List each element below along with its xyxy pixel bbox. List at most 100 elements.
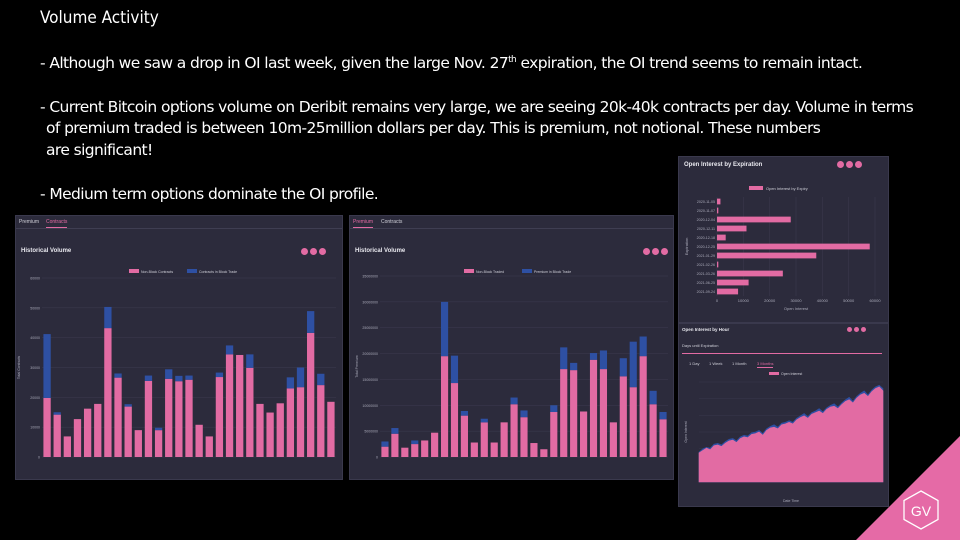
bar-series-0 xyxy=(500,422,508,457)
bar-series-0 xyxy=(599,369,608,457)
bar-series-1 xyxy=(411,440,419,445)
bar-series-0 xyxy=(225,354,234,457)
bar xyxy=(717,288,739,295)
bar-series-1 xyxy=(520,410,528,418)
range-1-day[interactable]: 1 Day xyxy=(689,361,700,366)
bar-series-0 xyxy=(401,447,409,457)
download-icon[interactable] xyxy=(319,248,326,255)
legend-label: Contracts in Block Trade xyxy=(199,270,237,274)
range-1-month[interactable]: 1 Month xyxy=(732,361,747,366)
x-axis-label: Open Interest xyxy=(784,306,809,311)
bar-series-0 xyxy=(104,328,112,457)
y-tick-label: 20000 xyxy=(30,396,40,400)
tab-premium[interactable]: Premium xyxy=(19,219,40,225)
bar-series-0 xyxy=(296,387,305,457)
bar-series-0 xyxy=(609,422,617,457)
bar-series-1 xyxy=(460,410,468,416)
y-tick-label: 5000000 xyxy=(364,430,378,434)
bullet-volume-line2: of premium traded is between 10m-25milli… xyxy=(46,119,821,137)
y-axis-label: Total Contracts xyxy=(17,356,21,380)
y-tick-label: 2020-12-04 xyxy=(697,218,715,222)
bar-series-0 xyxy=(175,381,183,457)
y-tick-label: 2021-03-26 xyxy=(697,272,715,276)
bar-series-1 xyxy=(124,404,132,407)
legend-swatch xyxy=(769,372,779,375)
refresh-icon[interactable] xyxy=(652,248,659,255)
bar-series-0 xyxy=(215,377,224,457)
range-1-week[interactable]: 1 Week xyxy=(709,361,723,366)
legend-swatch xyxy=(129,269,139,273)
refresh-icon[interactable] xyxy=(854,327,859,332)
bar-series-0 xyxy=(114,377,122,457)
bar-series-0 xyxy=(246,367,254,457)
legend-swatch xyxy=(749,186,763,190)
bar-series-1 xyxy=(589,353,598,360)
bar-series-1 xyxy=(510,397,518,405)
oi-by-hour-panel: Open Interest by Hour Days until Expirat… xyxy=(678,323,889,507)
bar-series-1 xyxy=(296,367,305,388)
bar xyxy=(717,207,719,214)
bar-series-0 xyxy=(540,449,548,457)
bar-series-0 xyxy=(560,369,568,457)
legend-label: Open Interest by Expiry xyxy=(766,186,808,191)
bar-series-1 xyxy=(440,301,449,357)
panel-title: Historical Volume xyxy=(355,248,406,254)
bar-series-0 xyxy=(94,403,102,457)
bar-series-1 xyxy=(307,311,315,333)
bar-series-1 xyxy=(570,362,578,371)
bar-series-0 xyxy=(185,379,193,457)
y-axis-label: Total Premium xyxy=(355,355,359,377)
y-tick-label: 2021-02-26 xyxy=(697,263,715,267)
bar-series-0 xyxy=(144,380,153,457)
x-tick-label: 40000 xyxy=(817,298,829,303)
refresh-icon[interactable] xyxy=(846,161,853,168)
bar-series-1 xyxy=(286,377,295,389)
range-3-months[interactable]: 3 Months xyxy=(757,361,774,368)
y-tick-label: 2020-12-18 xyxy=(697,236,715,240)
bar-series-0 xyxy=(431,432,439,457)
bar-series-1 xyxy=(391,428,399,434)
download-icon[interactable] xyxy=(661,248,668,255)
bar xyxy=(717,261,719,268)
bar-series-1 xyxy=(175,375,183,382)
y-tick-label: 2020-11-05 xyxy=(697,200,715,204)
gv-logo-triangle xyxy=(856,436,960,540)
legend-label: Non-Block Contracts xyxy=(141,270,173,274)
bar-series-0 xyxy=(570,370,578,457)
y-tick-label: 10000 xyxy=(30,426,40,430)
bar-series-0 xyxy=(639,356,647,457)
bar-series-1 xyxy=(599,350,608,370)
tab-contracts[interactable]: Contracts xyxy=(381,219,403,225)
oi-by-hour-chart: Open Interest Date Time Open Interest xyxy=(684,372,884,503)
settings-icon[interactable] xyxy=(837,161,844,168)
bar-series-1 xyxy=(317,373,325,386)
bar xyxy=(717,225,747,232)
tab-contracts[interactable]: Contracts xyxy=(46,219,68,228)
bar-series-0 xyxy=(43,397,51,457)
y-tick-label: 10000000 xyxy=(362,404,378,408)
bar-series-1 xyxy=(649,390,657,405)
download-icon[interactable] xyxy=(855,161,862,168)
bar-series-0 xyxy=(317,385,325,457)
bar-series-1 xyxy=(225,345,234,355)
bar-series-0 xyxy=(134,430,142,457)
bar-series-1 xyxy=(639,336,647,357)
panel-title: Historical Volume xyxy=(21,248,72,254)
download-icon[interactable] xyxy=(861,327,866,332)
bar-series-1 xyxy=(480,418,488,423)
y-tick-label: 40000 xyxy=(30,336,40,340)
bar-series-1 xyxy=(114,373,122,378)
refresh-icon[interactable] xyxy=(310,248,317,255)
bar xyxy=(717,279,749,286)
bar-series-0 xyxy=(550,412,558,457)
bar-series-0 xyxy=(589,359,598,457)
bar-series-1 xyxy=(104,306,112,329)
legend-label: Open Interest xyxy=(781,372,802,376)
historical-volume-contracts-chart: 0 10000 20000 30000 40000 50000 60000 Non-Block… xyxy=(17,269,336,460)
bar-series-0 xyxy=(381,446,389,457)
tab-premium[interactable]: Premium xyxy=(353,219,374,228)
settings-icon[interactable] xyxy=(301,248,308,255)
bar-series-0 xyxy=(619,376,627,457)
settings-icon[interactable] xyxy=(847,327,852,332)
settings-icon[interactable] xyxy=(643,248,650,255)
